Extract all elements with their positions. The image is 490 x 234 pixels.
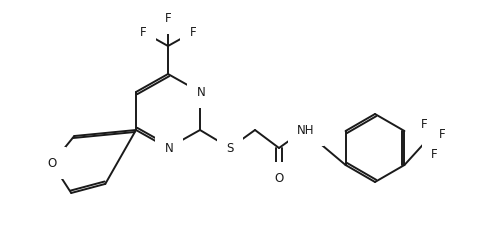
Text: S: S xyxy=(226,142,234,154)
Text: F: F xyxy=(165,11,172,25)
Text: F: F xyxy=(421,118,428,132)
Text: F: F xyxy=(431,149,438,161)
Text: N: N xyxy=(165,142,173,154)
Text: O: O xyxy=(48,157,57,170)
Text: O: O xyxy=(274,172,284,184)
Text: N: N xyxy=(196,85,205,99)
Text: F: F xyxy=(190,26,196,39)
Text: F: F xyxy=(439,128,446,142)
Text: NH: NH xyxy=(297,124,315,136)
Text: F: F xyxy=(140,26,147,39)
